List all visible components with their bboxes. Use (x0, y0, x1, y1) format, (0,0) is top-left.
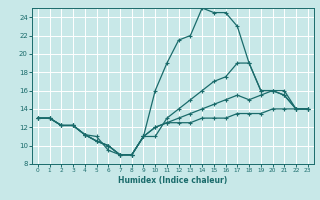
X-axis label: Humidex (Indice chaleur): Humidex (Indice chaleur) (118, 176, 228, 185)
